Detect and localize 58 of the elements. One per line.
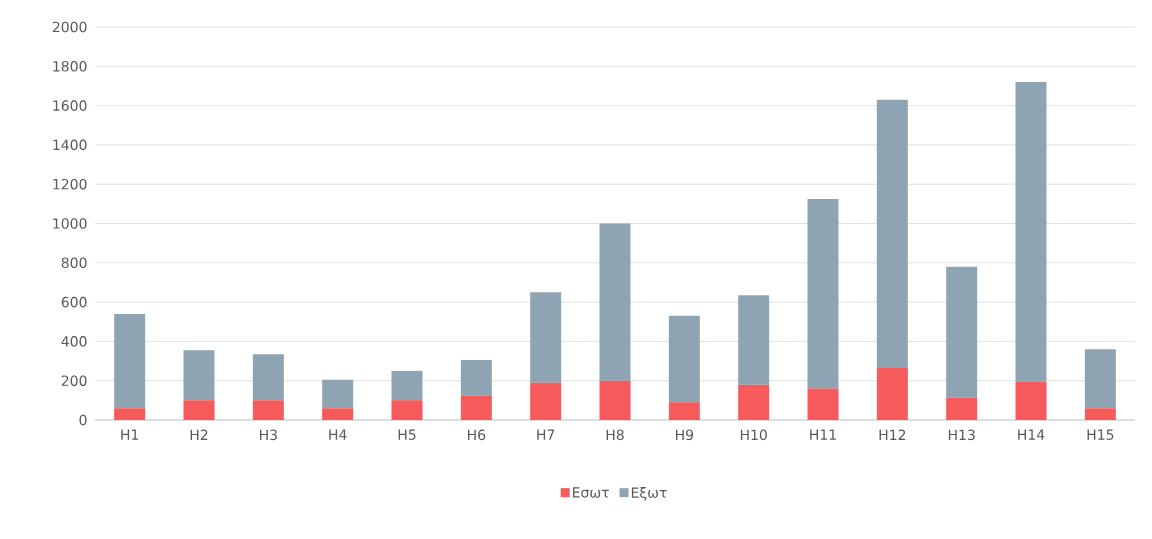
bar bbox=[599, 380, 631, 420]
y-tick-label: 1400 bbox=[53, 139, 87, 151]
bar bbox=[460, 360, 492, 396]
bar bbox=[183, 350, 215, 401]
legend-label: Εσωτ bbox=[573, 487, 609, 498]
bar bbox=[460, 395, 492, 420]
bar bbox=[946, 266, 978, 398]
bar bbox=[946, 397, 978, 420]
x-tick-label: H10 bbox=[740, 429, 767, 441]
y-tick-label: 800 bbox=[61, 257, 87, 269]
bar bbox=[530, 292, 562, 383]
x-tick-label: H11 bbox=[810, 429, 836, 440]
bar bbox=[114, 313, 146, 409]
x-tick-label: H1 bbox=[121, 429, 139, 440]
bar bbox=[876, 367, 908, 420]
y-tick-label: 0 bbox=[79, 414, 87, 426]
bar bbox=[252, 400, 284, 420]
bar bbox=[183, 400, 215, 420]
bar bbox=[1015, 381, 1047, 420]
bar bbox=[738, 295, 770, 385]
x-tick-label: H2 bbox=[190, 429, 208, 440]
x-tick-label: H5 bbox=[398, 429, 416, 440]
y-tick-label: 1600 bbox=[53, 100, 87, 111]
bar bbox=[391, 400, 423, 420]
bar bbox=[391, 370, 423, 401]
bar bbox=[252, 354, 284, 401]
y-tick-label: 200 bbox=[61, 375, 87, 386]
x-tick-label: H4 bbox=[329, 429, 347, 440]
bar bbox=[599, 223, 631, 381]
x-tick-label: H13 bbox=[948, 429, 975, 441]
bar bbox=[322, 379, 354, 409]
y-tick-label: 1800 bbox=[53, 61, 87, 72]
y-tick-label: 1000 bbox=[53, 218, 87, 229]
bar bbox=[807, 388, 839, 420]
x-tick-label: H12 bbox=[879, 429, 906, 440]
x-tick-label: H9 bbox=[676, 429, 694, 441]
legend-label: Εξωτ bbox=[631, 487, 667, 501]
x-tick-label: H7 bbox=[537, 429, 555, 440]
x-tick-label: H15 bbox=[1087, 429, 1114, 440]
bar bbox=[668, 315, 700, 403]
x-tick-label: H6 bbox=[468, 429, 486, 441]
bar bbox=[807, 198, 839, 389]
bar bbox=[530, 382, 562, 420]
x-tick-label: H8 bbox=[606, 429, 624, 441]
bar bbox=[1084, 349, 1116, 409]
bar bbox=[1015, 82, 1047, 382]
y-tick-label: 2000 bbox=[52, 21, 87, 33]
bar bbox=[114, 408, 146, 420]
bar bbox=[1084, 408, 1116, 420]
y-tick-label: 400 bbox=[61, 336, 87, 347]
bar bbox=[322, 408, 354, 420]
x-tick-label: H14 bbox=[1018, 429, 1045, 440]
bar bbox=[668, 402, 700, 420]
bar bbox=[738, 384, 770, 420]
bar bbox=[876, 99, 908, 368]
x-tick-label: H3 bbox=[260, 429, 277, 441]
y-tick-label: 1200 bbox=[53, 178, 87, 190]
y-tick-label: 600 bbox=[61, 296, 87, 308]
